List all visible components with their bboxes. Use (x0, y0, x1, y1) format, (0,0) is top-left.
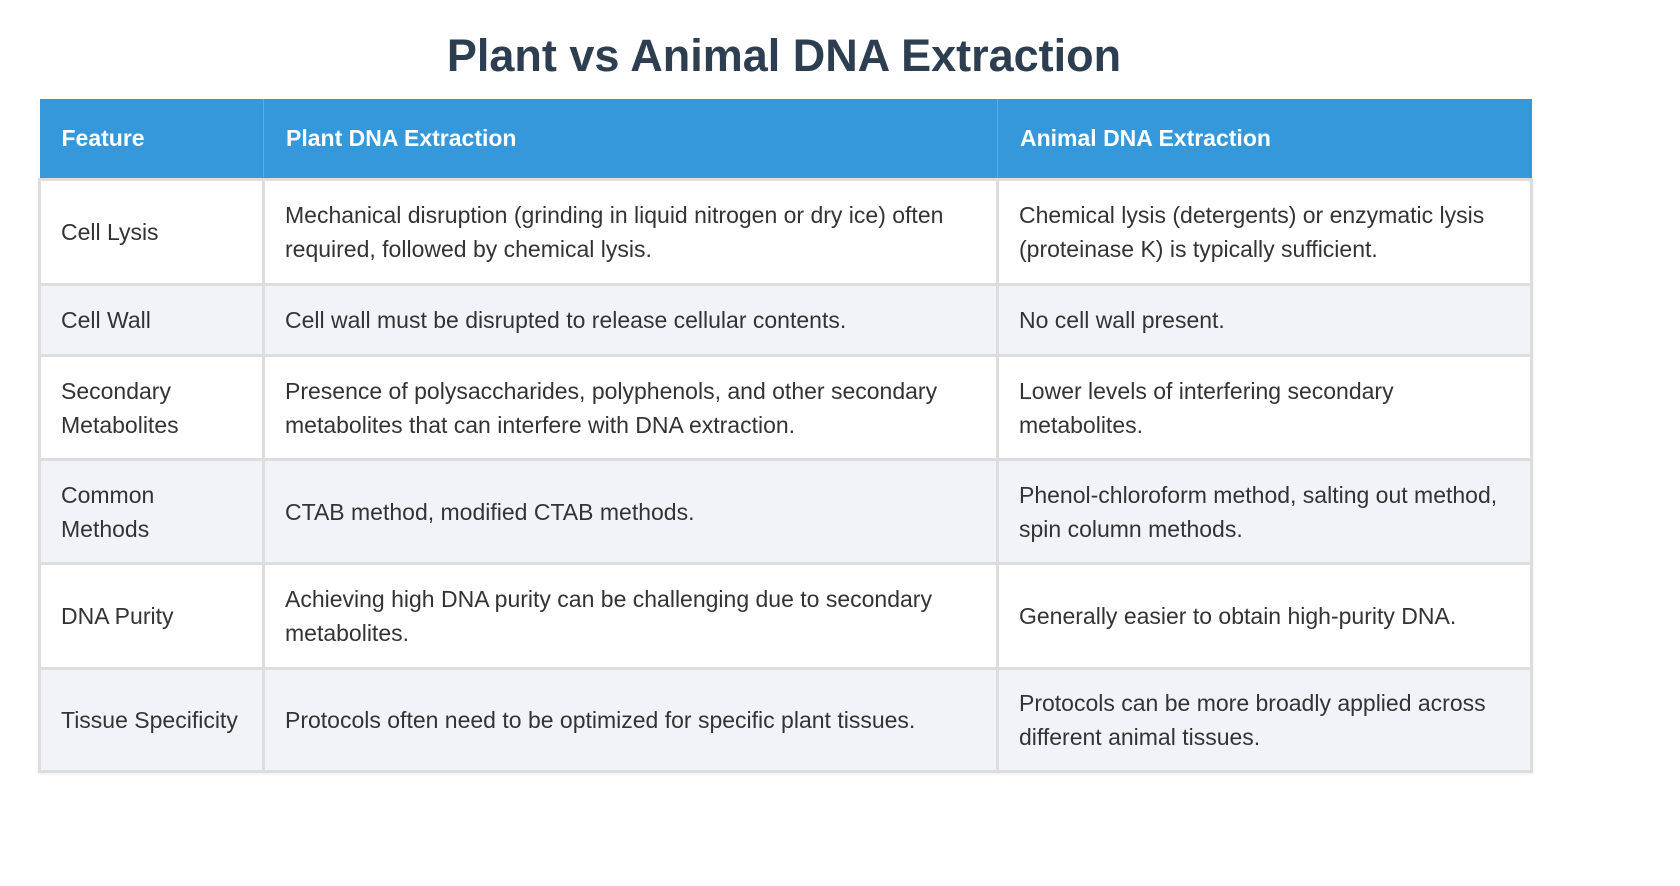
animal-cell: No cell wall present. (996, 283, 1533, 357)
animal-cell: Lower levels of interfering secondary me… (996, 354, 1533, 461)
feature-cell: Tissue Specificity (38, 667, 265, 773)
table-header: Feature Plant DNA Extraction Animal DNA … (39, 99, 1532, 181)
table-row: Cell Wall Cell wall must be disrupted to… (38, 283, 1533, 357)
table-row: Common Methods CTAB method, modified CTA… (38, 458, 1533, 565)
plant-cell: Cell wall must be disrupted to release c… (262, 283, 999, 357)
page-title: Plant vs Animal DNA Extraction (446, 30, 1122, 81)
feature-cell: DNA Purity (38, 562, 265, 670)
table-body: Cell Lysis Mechanical disruption (grindi… (38, 178, 1533, 773)
plant-cell: Mechanical disruption (grinding in liqui… (262, 178, 999, 286)
column-header-plant: Plant DNA Extraction (263, 99, 998, 181)
plant-cell: Presence of polysaccharides, polyphenols… (262, 354, 999, 461)
column-header-feature: Feature (39, 99, 264, 181)
feature-cell: Secondary Metabolites (38, 354, 265, 461)
comparison-table: Feature Plant DNA Extraction Animal DNA … (38, 99, 1533, 773)
table-row: Tissue Specificity Protocols often need … (38, 667, 1533, 773)
header-row: Feature Plant DNA Extraction Animal DNA … (39, 99, 1532, 181)
animal-cell: Protocols can be more broadly applied ac… (996, 667, 1533, 773)
column-header-animal: Animal DNA Extraction (997, 99, 1532, 181)
feature-cell: Cell Lysis (38, 178, 265, 286)
feature-cell: Common Methods (38, 458, 265, 565)
feature-cell: Cell Wall (38, 283, 265, 357)
plant-cell: CTAB method, modified CTAB methods. (262, 458, 999, 565)
plant-cell: Achieving high DNA purity can be challen… (262, 562, 999, 670)
plant-cell: Protocols often need to be optimized for… (262, 667, 999, 773)
animal-cell: Phenol-chloroform method, salting out me… (996, 458, 1533, 565)
table-row: Cell Lysis Mechanical disruption (grindi… (38, 178, 1533, 286)
animal-cell: Chemical lysis (detergents) or enzymatic… (996, 178, 1533, 286)
animal-cell: Generally easier to obtain high-purity D… (996, 562, 1533, 670)
table-row: Secondary Metabolites Presence of polysa… (38, 354, 1533, 461)
table-row: DNA Purity Achieving high DNA purity can… (38, 562, 1533, 670)
